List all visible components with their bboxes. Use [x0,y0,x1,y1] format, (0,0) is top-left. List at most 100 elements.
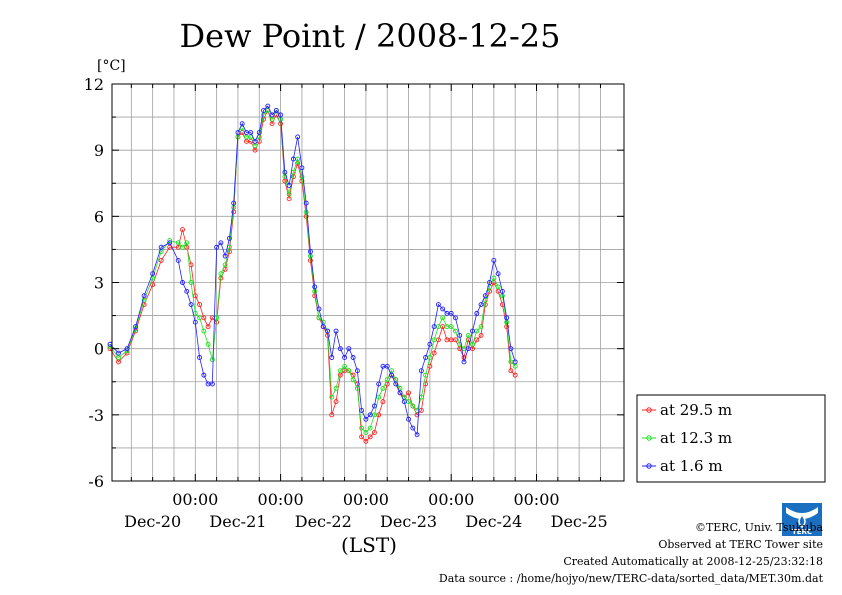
data-point [380,385,386,391]
legend-label: at 1.6 m [660,457,723,475]
data-point [474,310,480,316]
data-point [141,293,147,299]
y-axis-unit-label: [°C] [97,58,126,74]
data-point [410,403,416,409]
data-point [465,346,471,352]
data-point [218,240,224,246]
data-point [167,240,173,246]
data-point [359,434,365,440]
data-point [457,341,463,347]
data-point [414,432,420,438]
data-point [197,315,203,321]
data-point [295,134,301,140]
data-point [380,399,386,405]
data-point [209,381,215,387]
data-point [158,257,164,263]
data-point [333,328,339,334]
x-tick-label-date: Dec-24 [465,512,522,531]
data-point [470,341,475,347]
series-line [109,105,516,436]
data-point [465,332,471,338]
data-point [495,271,501,277]
data-point [478,332,484,338]
data-point [440,315,446,321]
data-point [214,244,220,250]
data-point [508,346,514,352]
data-point [363,416,369,422]
x-tick-label-date: Dec-23 [380,512,437,531]
data-point [209,357,215,363]
data-point [354,368,360,374]
y-tick-label: 12 [84,75,104,94]
data-point [188,302,194,308]
data-point [453,328,458,334]
data-point [265,103,271,109]
legend-marker [646,463,652,469]
axis-ticks: 12 9 6 3 0 -3 -6 00:00 00:00 00:00 00:00 00:00 Dec-2… [84,75,624,531]
data-point [333,399,339,405]
data-point [487,280,493,285]
data-point [431,350,437,356]
data-point [320,324,326,330]
data-point [478,302,484,308]
data-point [282,169,288,175]
data-point [333,385,339,391]
data-point [337,346,343,352]
x-tick-label-date: Dec-20 [124,512,181,531]
data-point [423,372,429,378]
data-point [512,372,518,378]
data-point [359,425,365,431]
x-tick-label-time: 00:00 [172,490,218,509]
data-point [470,328,475,334]
data-point [192,293,198,299]
y-tick-label: 9 [94,141,104,160]
data-point [482,293,488,299]
data-point [175,240,181,246]
x-tick-label-time: 00:00 [428,490,474,509]
credit-copyright: ©TERC, Univ. Tsukuba [694,521,823,534]
data-point [397,390,403,396]
data-point [205,341,211,347]
data-point [325,328,330,334]
legend-label: at 12.3 m [660,429,732,447]
data-point [448,324,454,330]
data-point [133,324,139,330]
data-point [401,399,407,405]
y-tick-label: -6 [88,472,104,491]
data-point [504,315,510,321]
data-point [261,108,266,113]
data-point [197,355,203,360]
data-point [376,394,382,400]
data-point [431,324,437,330]
credit-created: Created Automatically at 2008-12-25/23:3… [563,555,823,568]
data-point [410,425,416,431]
legend-box [636,394,826,483]
data-point [222,253,228,259]
data-point [376,381,382,387]
series-3 [107,103,518,438]
data-point [158,244,164,250]
data-point [124,346,130,352]
x-tick-label-date: Dec-25 [551,512,608,531]
credit-site: Observed at TERC Tower site [658,538,823,551]
data-point [508,368,514,374]
data-point [350,377,356,382]
data-point [226,235,232,241]
data-point [180,244,185,250]
data-point [427,341,433,347]
data-point [453,315,458,321]
data-point [491,257,497,263]
x-tick-label-time: 00:00 [258,490,304,509]
data-point [371,430,377,435]
data-point [474,337,480,343]
data-point [150,282,156,288]
data-point [512,359,518,365]
data-point [431,337,437,343]
logo-text: TERC [792,528,812,536]
data-point [491,275,497,281]
credit-datasource: Data source : /home/hojyo/new/TERC-data/… [438,572,823,585]
data-point [231,200,237,206]
data-point [273,108,279,113]
data-point [278,112,284,118]
x-tick-label-time: 00:00 [513,490,559,509]
